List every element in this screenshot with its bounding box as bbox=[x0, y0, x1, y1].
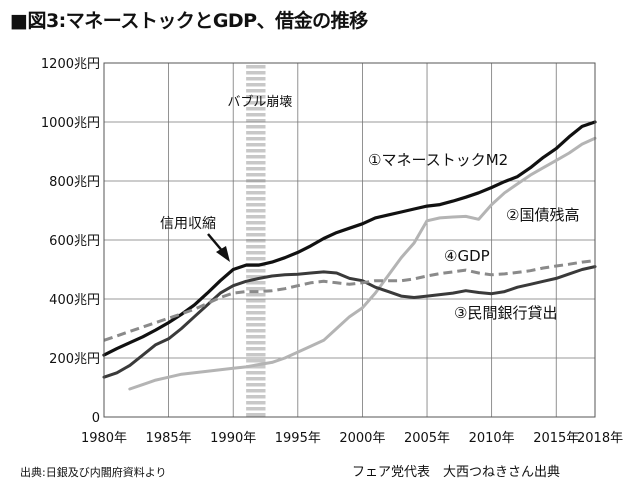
series-label-3: ③民間銀行貸出 bbox=[454, 304, 557, 322]
chart-title: ■図3:マネーストックとGDP、借金の推移 bbox=[10, 10, 368, 32]
bubble-band-stripe bbox=[246, 233, 266, 237]
x-tick-label: 2000年 bbox=[339, 431, 385, 446]
source-note: 出典:日銀及び内閣府資料より bbox=[20, 466, 167, 479]
bubble-band-stripe bbox=[246, 89, 266, 93]
bubble-band-stripe bbox=[246, 407, 266, 411]
bubble-band-stripe bbox=[246, 101, 266, 105]
bubble-band-stripe bbox=[246, 83, 266, 87]
plot-frame bbox=[103, 62, 596, 418]
bubble-band-stripe bbox=[246, 173, 266, 177]
bubble-band-stripe bbox=[246, 149, 266, 153]
bubble-band-stripe bbox=[246, 65, 266, 69]
bubble-band-stripe bbox=[246, 77, 266, 81]
bubble-band-stripe bbox=[246, 245, 266, 249]
bubble-band-stripe bbox=[246, 143, 266, 147]
axis-layer: 1200兆円 1000兆円 800兆円 600兆円 400兆円 200兆円 0 1980年 19… bbox=[41, 57, 623, 446]
bubble-band-stripe bbox=[246, 185, 266, 189]
bubble-band-stripe bbox=[246, 401, 266, 405]
y-tick-label: 600兆円 bbox=[49, 234, 100, 249]
credit-note: フェア党代表 大西つねきさん出典 bbox=[352, 465, 561, 480]
bubble-band-stripe bbox=[246, 323, 266, 327]
series-line-2 bbox=[128, 136, 597, 391]
bubble-band-stripe bbox=[246, 347, 266, 351]
bubble-band-stripe bbox=[246, 299, 266, 303]
series-line-4 bbox=[103, 259, 596, 342]
bubble-band-stripe bbox=[246, 335, 266, 339]
bubble-band-stripe bbox=[246, 239, 266, 243]
bubble-band-stripe bbox=[246, 197, 266, 201]
bubble-band-stripe bbox=[246, 317, 266, 321]
bubble-band-stripe bbox=[246, 137, 266, 141]
series-layer bbox=[102, 120, 597, 391]
bubble-band-stripe bbox=[246, 413, 266, 417]
x-tick-label: 2010年 bbox=[469, 431, 515, 446]
bubble-band-stripe bbox=[246, 305, 266, 309]
bubble-band-stripe bbox=[246, 221, 266, 225]
bubble-band-stripe bbox=[246, 107, 266, 111]
bubble-band-stripe bbox=[246, 155, 266, 159]
bubble-band-stripe bbox=[246, 113, 266, 117]
bubble-band-stripe bbox=[246, 389, 266, 393]
label-layer: バブル崩壊 ①マネーストックM2 ②国債残高 ③民間銀行貸出 ④GDP 信用収縮 bbox=[160, 94, 579, 322]
bubble-band-stripe bbox=[246, 365, 266, 369]
y-tick-label: 0 bbox=[92, 411, 100, 426]
x-tick-label: 2015年 bbox=[533, 431, 579, 446]
callout-arrow-head bbox=[216, 246, 230, 262]
bubble-band-stripe bbox=[246, 293, 266, 297]
series-label-1: ①マネーストックM2 bbox=[368, 151, 508, 169]
bubble-band-stripe bbox=[246, 71, 266, 75]
bubble-band-stripe bbox=[246, 209, 266, 213]
bubble-band-stripe bbox=[246, 191, 266, 195]
bubble-band-stripe bbox=[246, 329, 266, 333]
y-tick-label: 800兆円 bbox=[49, 175, 100, 190]
series-label-2: ②国債残高 bbox=[506, 206, 579, 224]
x-tick-label: 1985年 bbox=[146, 431, 192, 446]
x-tick-label: 1980年 bbox=[81, 431, 127, 446]
bubble-band-stripe bbox=[246, 167, 266, 171]
credit-crunch-label: 信用収縮 bbox=[160, 216, 216, 232]
bubble-band-stripe bbox=[246, 377, 266, 381]
bubble-band-stripe bbox=[246, 131, 266, 135]
bubble-band-stripe bbox=[246, 341, 266, 345]
bubble-band-stripe bbox=[246, 383, 266, 387]
bubble-band-stripe bbox=[246, 119, 266, 123]
series-label-4: ④GDP bbox=[444, 247, 490, 265]
y-tick-label: 200兆円 bbox=[49, 352, 100, 367]
x-tick-label: 1990年 bbox=[210, 431, 256, 446]
y-tick-label: 1200兆円 bbox=[41, 57, 100, 72]
bubble-band-stripe bbox=[246, 251, 266, 255]
y-tick-label: 400兆円 bbox=[49, 293, 100, 308]
bubble-band-stripe bbox=[246, 359, 266, 363]
bubble-band-stripe bbox=[246, 269, 266, 273]
x-tick-label: 2018年 bbox=[577, 431, 623, 446]
bubble-band-stripe bbox=[246, 227, 266, 231]
bubble-band-stripe bbox=[246, 371, 266, 375]
bubble-band-stripe bbox=[246, 275, 266, 279]
bubble-band-stripe bbox=[246, 125, 266, 129]
bubble-band-stripe bbox=[246, 95, 266, 99]
bubble-band-stripe bbox=[246, 281, 266, 285]
bubble-band-stripe bbox=[246, 203, 266, 207]
y-tick-label: 1000兆円 bbox=[41, 116, 100, 131]
bubble-band-stripe bbox=[246, 353, 266, 357]
series-line-3 bbox=[102, 265, 597, 379]
bubble-band-stripe bbox=[246, 161, 266, 165]
bubble-band-stripe bbox=[246, 215, 266, 219]
bubble-band-stripe bbox=[246, 395, 266, 399]
bubble-band-stripe bbox=[246, 257, 266, 261]
bubble-band-stripe bbox=[246, 311, 266, 315]
x-tick-label: 1995年 bbox=[275, 431, 321, 446]
bubble-band-label: バブル崩壊 bbox=[227, 94, 292, 110]
grid-layer bbox=[104, 62, 595, 417]
x-tick-label: 2005年 bbox=[404, 431, 450, 446]
bubble-band-stripe bbox=[246, 287, 266, 291]
